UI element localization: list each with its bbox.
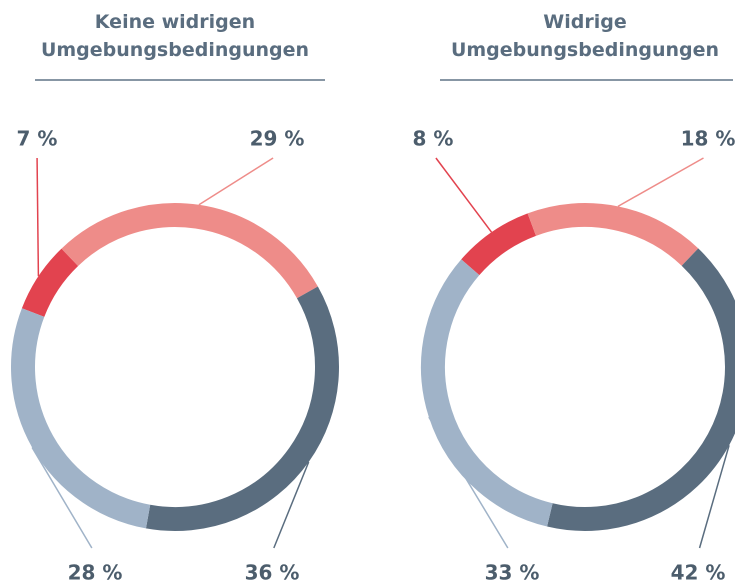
leader-line xyxy=(199,158,273,205)
donut-segment xyxy=(550,257,735,519)
chart-title: Umgebungsbedingungen xyxy=(451,39,719,61)
value-label: 29 % xyxy=(250,127,305,151)
chart-title: Widrige xyxy=(543,11,626,33)
value-label: 33 % xyxy=(485,561,540,584)
value-label: 36 % xyxy=(245,561,300,584)
donut-segment xyxy=(433,267,550,515)
chart-title: Umgebungsbedingungen xyxy=(41,39,309,61)
chart: Keine widrigen Umgebungsbedingungen 7 % 29 … xyxy=(0,0,735,584)
value-label: 18 % xyxy=(681,127,735,151)
leader-line xyxy=(37,158,38,276)
value-label: 8 % xyxy=(413,127,454,151)
donut-segment xyxy=(23,313,148,517)
donut-segment xyxy=(70,215,308,292)
leader-line xyxy=(618,158,704,206)
donut-segment xyxy=(532,215,690,257)
value-label: 28 % xyxy=(68,561,123,584)
donut-segment xyxy=(470,225,532,268)
leader-line xyxy=(436,158,492,232)
chart-title: Keine widrigen xyxy=(95,11,255,33)
value-label: 42 % xyxy=(671,561,726,584)
value-label: 7 % xyxy=(17,127,58,151)
